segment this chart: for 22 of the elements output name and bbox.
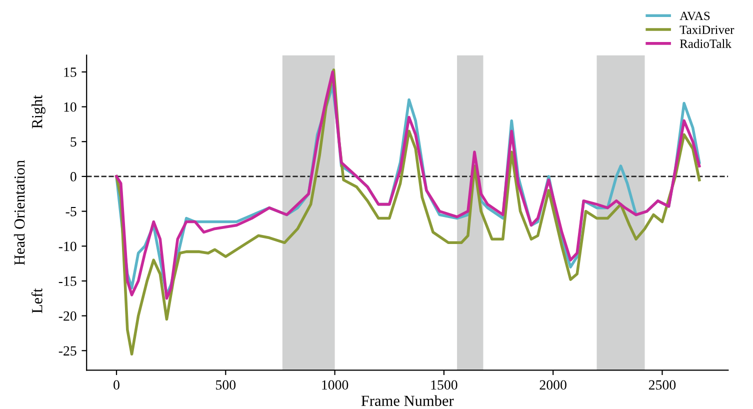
y-tick-label: -20 [58, 311, 76, 321]
legend-label: TaxiDriver [680, 26, 734, 34]
y-tick-label: 10 [64, 102, 76, 112]
x-tick-label: 2500 [648, 380, 676, 390]
text: Left [31, 288, 42, 314]
x-tick-label: 500 [216, 380, 236, 390]
y-tick-label: 15 [64, 68, 76, 77]
y-tick-label: -5 [66, 207, 76, 216]
x-tick-label: 1000 [322, 380, 348, 390]
y-axis-title: Head Orientation [14, 160, 25, 266]
x-tick-label: 0 [114, 380, 120, 390]
y-tick-label: -25 [58, 346, 76, 356]
y-tick-label: 5 [70, 137, 76, 147]
legend-label: RadioTalk [680, 39, 732, 48]
y-tick-label: -10 [58, 242, 76, 252]
y-tick-label: 0 [70, 172, 76, 182]
legend-label: AVAS [680, 12, 710, 20]
x-axis-title: Frame Number [361, 395, 454, 406]
y-tick-label: -15 [58, 276, 76, 286]
x-tick-label: 2000 [540, 380, 566, 390]
text: Right [32, 95, 46, 128]
x-tick-label: 1500 [431, 380, 458, 390]
